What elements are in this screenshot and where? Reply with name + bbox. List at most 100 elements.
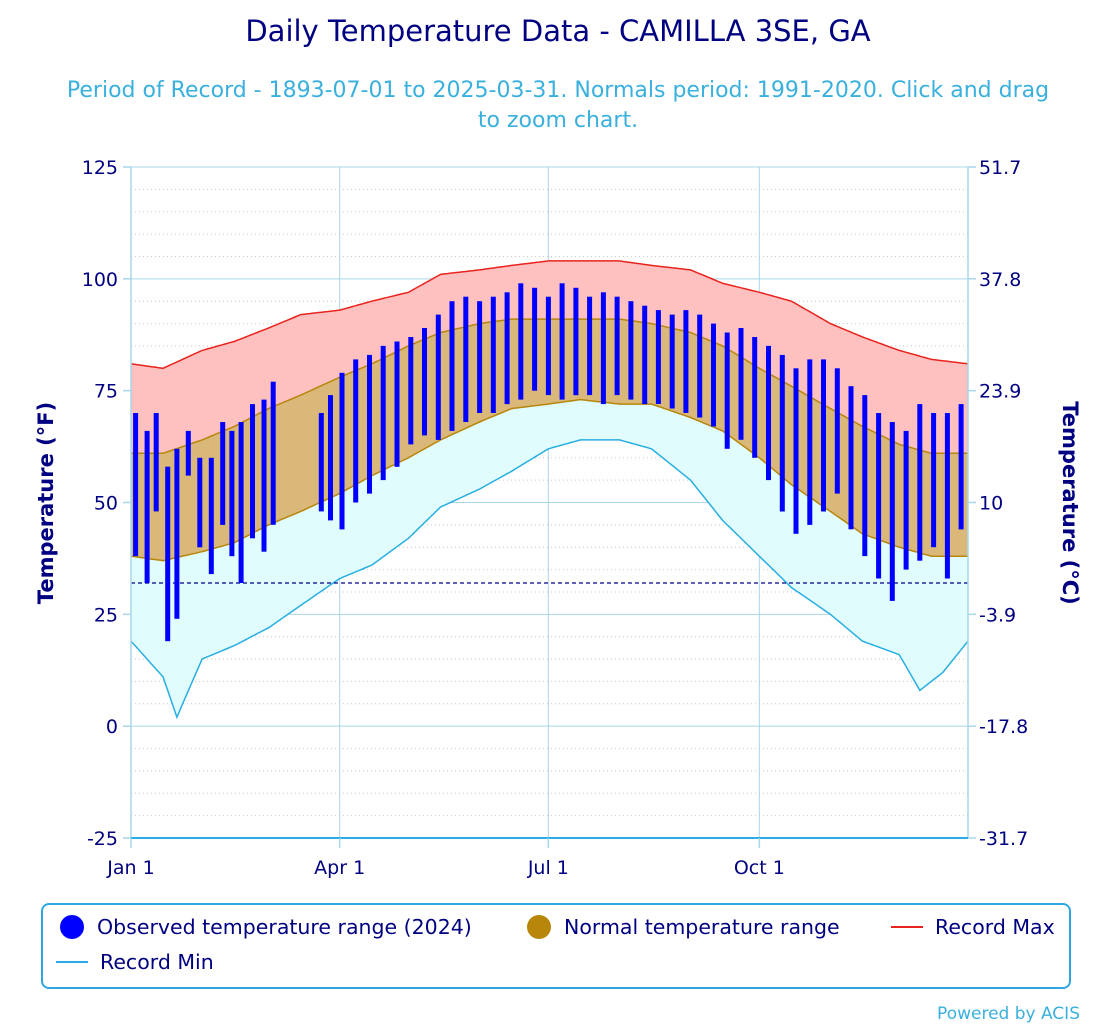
observed-range-bar <box>821 359 826 512</box>
y-tick-label-right: 10 <box>979 493 1003 515</box>
observed-range-bar <box>903 430 909 570</box>
observed-range-bar <box>477 301 483 413</box>
axes: -25 -31.7 0 -17.8 25 -3.9 50 10 75 23.9 100 37.8 125… <box>82 157 1028 879</box>
observed-range-bar <box>917 404 923 561</box>
observed-range-bar <box>889 422 895 601</box>
observed-range-bar <box>669 314 675 409</box>
observed-range-bar <box>614 296 620 396</box>
observed-range-bar <box>518 283 524 400</box>
observed-range-bar <box>958 404 964 530</box>
observed-range-bar <box>779 354 785 512</box>
y-axis-label-left: Temperature (°F) <box>34 402 58 604</box>
observed-range-bar <box>153 413 159 512</box>
chart-subtitle: Period of Record - 1893-07-01 to 2025-03… <box>66 78 1050 133</box>
observed-range-bar <box>545 296 551 396</box>
observed-range-bar <box>711 323 716 427</box>
observed-range-bar <box>133 413 139 557</box>
x-tick-label: Jul 1 <box>527 857 569 879</box>
observed-range-bar <box>250 404 255 539</box>
observed-range-bar <box>367 354 372 494</box>
observed-range-bar <box>573 287 579 396</box>
record-min-line-icon <box>56 961 88 963</box>
record-max-line-icon <box>891 926 923 928</box>
observed-range-bar <box>238 422 244 583</box>
y-tick-label-right: 51.7 <box>979 157 1021 179</box>
observed-range-bar <box>174 448 180 619</box>
y-tick-label-right: 23.9 <box>979 381 1021 403</box>
observed-range-bar <box>876 413 882 579</box>
legend-label-record-min: Record Min <box>100 950 214 974</box>
observed-range-bar <box>408 337 414 445</box>
observed-range-bar <box>697 314 703 418</box>
observed-range-bar <box>600 292 606 405</box>
legend-item-record-min[interactable]: Record Min <box>56 950 214 974</box>
legend-label-normal: Normal temperature range <box>564 915 840 939</box>
x-tick-label: Apr 1 <box>314 857 365 879</box>
y-tick-label-right: -17.8 <box>979 716 1028 738</box>
normal-low-line <box>130 398 968 562</box>
normal-dot-icon <box>527 915 551 939</box>
observed-range-bar <box>208 457 214 575</box>
x-tick-label: Oct 1 <box>734 857 785 879</box>
observed-range-bar <box>793 368 799 534</box>
observed-range-bar <box>848 386 854 530</box>
observed-range-bar <box>834 368 840 494</box>
observed-range-bar <box>944 413 950 579</box>
observed-range-bar <box>449 301 455 431</box>
observed-range-bar <box>328 395 333 521</box>
observed-range-bar <box>318 413 324 512</box>
observed-range-bar <box>683 310 689 413</box>
y-axis-label-right: Temperature (°C) <box>1058 401 1082 604</box>
observed-range-bar <box>587 296 593 396</box>
y-tick-label-left: 50 <box>94 493 118 515</box>
observed-range-bar <box>504 292 510 405</box>
observed-range-bar <box>220 422 226 525</box>
observed-range-bar <box>144 430 150 583</box>
observed-bars <box>133 283 964 642</box>
observed-range-bar <box>463 296 469 422</box>
y-tick-label-right: 37.8 <box>979 269 1021 291</box>
observed-range-bar <box>229 430 235 557</box>
record-max-area <box>131 260 968 454</box>
observed-range-bar <box>380 345 386 481</box>
observed-range-bar <box>197 457 203 548</box>
legend-label-record-max: Record Max <box>935 915 1055 939</box>
observed-range-bar <box>270 381 276 525</box>
legend-item-record-max[interactable]: Record Max <box>891 915 1055 939</box>
observed-range-bar <box>655 310 661 404</box>
observed-range-bar <box>165 466 171 642</box>
legend-label-observed: Observed temperature range (2024) <box>97 915 472 939</box>
observed-range-bar <box>766 345 771 481</box>
observed-range-bar <box>724 332 730 449</box>
observed-range-bar <box>353 359 359 503</box>
observed-range-bar <box>931 413 937 548</box>
y-tick-label-left: -25 <box>87 828 118 850</box>
observed-range-bar <box>532 287 538 391</box>
record-min-area <box>131 399 968 718</box>
legend-item-normal[interactable]: Normal temperature range <box>527 915 840 939</box>
chart-title: Daily Temperature Data - CAMILLA 3SE, GA <box>245 14 871 48</box>
legend: Observed temperature range (2024) Normal… <box>41 903 1071 989</box>
x-tick-label: Jan 1 <box>106 857 154 879</box>
y-tick-label-right: -31.7 <box>979 828 1028 850</box>
y-tick-label-left: 0 <box>106 716 118 738</box>
observed-range-bar <box>490 296 496 413</box>
record-max-line <box>130 260 969 370</box>
powered-by-link[interactable]: Powered by ACIS <box>937 1004 1080 1024</box>
y-tick-label-left: 75 <box>94 381 118 403</box>
observed-range-bar <box>628 301 634 400</box>
chart-canvas[interactable]: -25 -31.7 0 -17.8 25 -3.9 50 10 75 23.9 100 37.8 125… <box>0 0 1116 900</box>
record-min-line <box>130 439 969 720</box>
observed-range-bar <box>339 372 345 530</box>
observed-range-bar <box>185 430 191 476</box>
observed-range-bar <box>807 359 813 525</box>
observed-range-bar <box>559 283 565 400</box>
observed-range-bar <box>752 337 758 458</box>
observed-range-bar <box>435 314 441 440</box>
legend-item-observed[interactable]: Observed temperature range (2024) <box>60 915 472 939</box>
observed-range-bar <box>261 399 267 552</box>
observed-range-bar <box>394 341 400 467</box>
y-tick-label-right: -3.9 <box>979 604 1016 626</box>
observed-range-bar <box>738 328 744 440</box>
observed-range-bar <box>642 305 648 405</box>
